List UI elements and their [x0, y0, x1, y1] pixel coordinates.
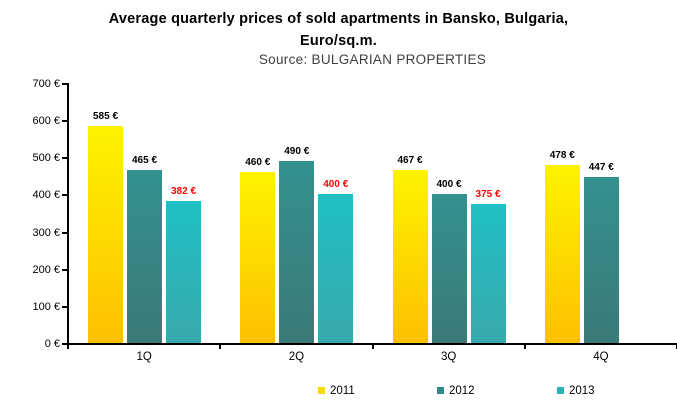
bar-value-label: 460 € [245, 157, 271, 169]
legend-swatch-2013 [557, 387, 564, 394]
y-axis-tick-label: 200 € [32, 263, 60, 276]
legend-item-2011: 2011 [318, 384, 355, 398]
bar-2013-3Q [470, 203, 506, 343]
bar-value-label: 478 € [549, 150, 575, 162]
bar-value-label: 382 € [170, 186, 197, 198]
bar-2011-4Q [544, 165, 580, 343]
y-axis-tick-label: 500 € [32, 152, 60, 165]
x-axis-line [67, 343, 677, 345]
bar-2012-1Q [127, 170, 162, 343]
x-axis-tick [523, 345, 526, 349]
bar-value-label: 400 € [323, 179, 349, 191]
y-axis-tick [62, 120, 67, 123]
x-axis-tick [371, 345, 374, 349]
bar-value-label: 375 € [475, 188, 501, 200]
chart-title-line1: Average quarterly prices of sold apartme… [108, 11, 569, 27]
y-axis-tick-label: 300 € [32, 226, 60, 239]
y-axis-tick [62, 268, 67, 271]
legend-item-2012: 2012 [437, 384, 475, 398]
y-axis-tick [62, 231, 67, 234]
bar-value-label: 490 € [284, 146, 310, 157]
category-label-1Q: 1Q [136, 351, 152, 363]
category-label-4Q: 4Q [593, 351, 609, 363]
chart-title-line2: Euro/sq.m. [300, 33, 377, 49]
legend-swatch-2011 [318, 387, 325, 394]
bar-2013-2Q [318, 194, 354, 343]
bar-value-label: 585 € [92, 110, 119, 122]
x-axis-tick [219, 345, 222, 349]
bar-2012-3Q [431, 194, 467, 343]
y-axis-tick-label: 700 € [32, 78, 60, 90]
bar-2012-4Q [583, 176, 619, 343]
chart-title: Average quarterly prices of sold apartme… [0, 8, 677, 52]
bar-2011-2Q [240, 172, 276, 343]
x-axis-tick [67, 345, 69, 349]
y-axis-tick-label: 400 € [32, 189, 60, 202]
legend-swatch-2012 [437, 387, 444, 394]
category-label-3Q: 3Q [440, 351, 457, 363]
y-axis-line [67, 83, 69, 345]
legend-item-2013: 2013 [557, 384, 595, 398]
legend-label-2013: 2013 [569, 385, 595, 397]
legend-label-2011: 2011 [330, 385, 355, 397]
y-axis-tick [62, 83, 67, 85]
bar-value-label: 467 € [397, 154, 423, 166]
y-axis-tick [62, 194, 67, 197]
y-axis-tick-label: 600 € [32, 115, 60, 128]
y-axis-tick [62, 157, 67, 160]
legend-label-2012: 2012 [449, 385, 475, 397]
bar-2012-2Q [279, 161, 315, 343]
bar-2011-1Q [88, 125, 123, 343]
y-axis-tick [62, 305, 67, 308]
y-axis-tick-label: 100 € [32, 300, 60, 313]
y-axis-tick [62, 343, 67, 345]
bar-2011-3Q [392, 169, 428, 343]
bar-value-label: 400 € [436, 179, 462, 191]
chart-source: Source: BULGARIAN PROPERTIES [258, 52, 487, 67]
bar-value-label: 447 € [588, 161, 614, 173]
bar-value-label: 465 € [131, 155, 158, 167]
bar-2013-1Q [166, 201, 201, 343]
category-label-2Q: 2Q [288, 351, 305, 363]
y-axis-tick-label: 0 € [44, 338, 60, 350]
